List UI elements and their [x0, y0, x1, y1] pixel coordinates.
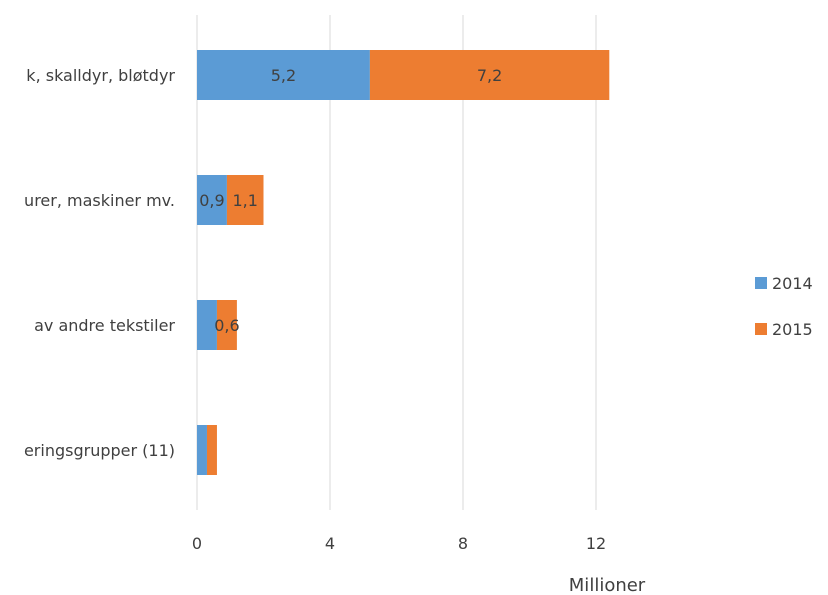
data-label-2015-0: 7,2: [477, 66, 502, 85]
legend-swatch-2015: [755, 323, 767, 335]
x-tick-label-1: 4: [325, 534, 335, 553]
data-labels: 5,2 7,2 0,9 1,1 0,6: [199, 66, 502, 335]
bar-2014-1: [197, 175, 227, 225]
bars: [197, 50, 610, 475]
legend: 2014 2015: [755, 274, 813, 339]
x-tick-label-2: 8: [458, 534, 468, 553]
bar-2014-3: [197, 425, 207, 475]
category-label-0: k, skalldyr, bløtdyr: [26, 66, 175, 85]
x-axis-title: Millioner: [569, 575, 646, 595]
data-label-2014-0: 5,2: [271, 66, 296, 85]
legend-label-2015: 2015: [772, 320, 813, 339]
x-tick-labels: 0 4 8 12: [192, 534, 606, 553]
category-label-3: eringsgrupper (11): [24, 441, 175, 460]
category-label-1: urer, maskiner mv.: [24, 191, 175, 210]
data-label-2015-2: 0,6: [214, 316, 239, 335]
legend-swatch-2014: [755, 277, 767, 289]
bar-2015-2: [216, 300, 237, 350]
bar-2015-3: [206, 425, 217, 475]
bar-2015-0: [369, 50, 610, 100]
bar-2014-0: [197, 50, 370, 100]
bar-2014-2: [197, 300, 217, 350]
bar-2015-1: [226, 175, 264, 225]
legend-label-2014: 2014: [772, 274, 813, 293]
category-labels: k, skalldyr, bløtdyr urer, maskiner mv. av…: [24, 66, 175, 460]
x-tick-label-3: 12: [586, 534, 606, 553]
category-label-2: av andre tekstiler: [34, 316, 175, 335]
data-label-2014-1: 0,9: [199, 191, 224, 210]
data-label-2015-1: 1,1: [232, 191, 257, 210]
x-tick-label-0: 0: [192, 534, 202, 553]
